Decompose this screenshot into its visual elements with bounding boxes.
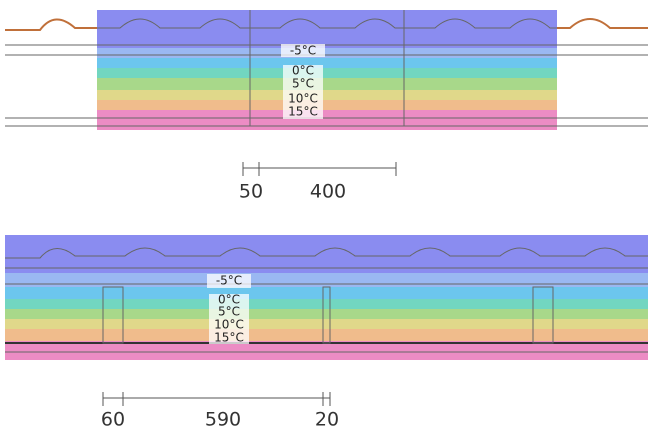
zone <box>5 329 648 341</box>
zone <box>97 78 557 90</box>
dimension-label: 400 <box>310 181 346 203</box>
roof-tile <box>5 19 97 30</box>
zone <box>97 100 557 110</box>
zone-cold <box>97 10 557 48</box>
roof-tile <box>557 19 648 28</box>
panel-2: -5°C 0°C 5°C 10°C 15°C 60 590 20 <box>5 235 648 431</box>
zone <box>5 309 648 319</box>
isotherm-label: 5°C <box>292 77 314 91</box>
dimension-label: 50 <box>239 181 263 203</box>
zone <box>5 319 648 329</box>
zone-cold <box>5 235 648 273</box>
zone <box>97 68 557 78</box>
detail-drawing: -5°C 0°C 5°C 10°C 15°C 50 400 -5°C 0°C 5… <box>0 0 648 431</box>
zone <box>97 58 557 68</box>
panel-1: -5°C 0°C 5°C 10°C 15°C 50 400 <box>5 10 648 203</box>
isotherm-label: 10°C <box>214 318 244 332</box>
isotherm-label: 5°C <box>218 305 240 319</box>
zone <box>5 273 648 287</box>
isotherm-label: 15°C <box>214 331 244 345</box>
zone-warm <box>97 110 557 130</box>
zone <box>5 287 648 299</box>
dimension-label: 20 <box>315 409 339 431</box>
isotherm-label: 0°C <box>292 64 314 78</box>
isotherm-label: -5°C <box>216 274 242 288</box>
dimension-label: 60 <box>101 409 125 431</box>
isotherm-label: 15°C <box>288 105 318 119</box>
isotherm-label: 10°C <box>288 92 318 106</box>
isotherm-label: -5°C <box>290 44 316 58</box>
zone <box>97 48 557 58</box>
zone <box>5 299 648 309</box>
zone <box>97 90 557 100</box>
dimension-label: 590 <box>205 409 241 431</box>
